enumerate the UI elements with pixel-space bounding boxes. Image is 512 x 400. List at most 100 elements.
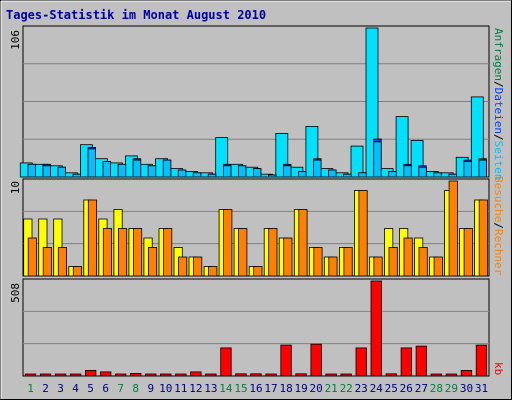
panel-visits-sites — [22, 178, 490, 277]
bar-rechner-day-25 — [388, 247, 398, 277]
x-tick-label: 5 — [87, 382, 94, 395]
bar-seiten-day-20 — [313, 159, 322, 178]
bar-anfragen-day-31 — [470, 96, 484, 178]
bar-seiten-day-4 — [72, 173, 81, 178]
bar-kb-day-2 — [39, 373, 52, 377]
x-tick-label: 27 — [415, 382, 428, 395]
bar-rechner-day-11 — [178, 256, 188, 277]
x-tick-label: 19 — [294, 382, 307, 395]
x-tick-label: 1 — [27, 382, 34, 395]
bar-seiten-day-13 — [207, 173, 217, 178]
bar-kb-day-25 — [385, 373, 397, 377]
bar-kb-day-18 — [280, 344, 292, 377]
bar-rechner-day-29 — [448, 180, 458, 277]
legend-dateien: Dateien — [492, 88, 505, 134]
bar-seiten-day-11 — [177, 169, 187, 178]
bar-kb-day-9 — [145, 373, 157, 377]
bar-rechner-day-5 — [87, 199, 98, 277]
bar-kb-day-15 — [235, 373, 247, 377]
x-tick-label: 7 — [117, 382, 124, 395]
x-axis-labels: 1 2 3 4 5 6 7 8 9 10 11 12 13 14 15 16 17 18 19 20 21 22 23 24 2… — [27, 382, 488, 395]
x-tick-label: 25 — [385, 382, 398, 395]
legend-anfragen: Anfragen — [492, 28, 505, 81]
bar-rechner-day-4 — [72, 266, 83, 277]
bar-seiten-day-18 — [283, 165, 292, 178]
bar-kb-day-10 — [160, 373, 172, 377]
bar-rechner-day-14 — [223, 209, 233, 277]
bar-seiten-day-17 — [268, 174, 277, 178]
bar-kb-day-3 — [54, 373, 67, 377]
legend-besuche: Besuche — [492, 176, 505, 222]
bar-kb-day-6 — [100, 371, 112, 377]
bar-seiten-day-16 — [252, 168, 262, 178]
bar-rechner-day-27 — [418, 247, 428, 277]
x-tick-label: 2 — [42, 382, 49, 395]
x-tick-label: 14 — [219, 382, 233, 395]
bar-anfragen-day-23 — [350, 145, 364, 178]
x-tick-label: 13 — [204, 382, 217, 395]
bar-rechner-day-28 — [433, 256, 443, 277]
bar-rechner-day-26 — [403, 237, 413, 277]
x-tick-label: 31 — [475, 382, 488, 395]
bar-kb-day-23 — [355, 347, 367, 377]
panel-hits-files-pages — [19, 25, 490, 178]
legend-top: Anfragen/Dateien/Seiten — [492, 28, 505, 180]
legend-kb: kb — [492, 362, 505, 375]
ymax-label-middle: 10 — [9, 181, 22, 194]
x-tick-label: 15 — [234, 382, 247, 395]
bar-kb-day-28 — [430, 373, 443, 377]
bar-kb-day-20 — [310, 343, 322, 377]
x-tick-label: 4 — [72, 382, 79, 395]
bar-seiten-day-1 — [27, 163, 36, 178]
bar-seiten-day-8 — [132, 159, 142, 178]
bar-seiten-day-10 — [162, 159, 172, 178]
bar-seiten-day-2 — [42, 165, 51, 178]
bar-kb-day-4 — [70, 373, 82, 377]
bar-rechner-day-20 — [313, 247, 323, 277]
legend-sep-1: / — [492, 81, 505, 88]
x-tick-label: 18 — [279, 382, 292, 395]
x-tick-label: 16 — [249, 382, 262, 395]
bar-kb-day-29 — [445, 373, 458, 377]
bar-seiten-day-14 — [222, 165, 232, 178]
bar-seiten-day-26 — [403, 165, 412, 178]
bar-kb-day-12 — [190, 371, 202, 377]
bar-seiten-day-31 — [478, 159, 487, 178]
bar-seiten-day-24 — [373, 141, 382, 178]
bar-rechner-day-13 — [208, 266, 218, 277]
bar-rechner-day-19 — [298, 209, 308, 277]
ymax-label-bottom: 508 — [9, 283, 22, 303]
x-tick-label: 8 — [132, 382, 139, 395]
bar-kb-day-14 — [220, 347, 232, 377]
bar-kb-day-26 — [400, 347, 413, 377]
bar-rechner-day-9 — [147, 247, 158, 277]
bar-rechner-day-23 — [358, 190, 368, 277]
bar-rechner-day-22 — [343, 247, 353, 277]
bar-seiten-day-6 — [102, 161, 111, 178]
bar-seiten-day-5 — [87, 148, 96, 178]
bar-kb-day-16 — [250, 373, 262, 377]
bar-rechner-day-6 — [102, 228, 113, 277]
bar-rechner-day-15 — [238, 228, 248, 277]
bar-seiten-day-3 — [57, 166, 66, 178]
x-tick-label: 12 — [189, 382, 202, 395]
x-tick-label: 9 — [147, 382, 154, 395]
bar-kb-day-13 — [205, 373, 217, 377]
bar-seiten-day-27 — [418, 166, 427, 178]
bar-kb-day-27 — [415, 345, 428, 377]
ymax-label-top: 106 — [9, 30, 22, 50]
bar-kb-day-7 — [115, 373, 127, 377]
bar-rechner-day-10 — [163, 228, 173, 277]
bar-seiten-day-21 — [328, 169, 337, 178]
bar-kb-day-31 — [475, 344, 488, 377]
bar-rechner-day-17 — [268, 228, 278, 277]
bar-anfragen-day-26 — [395, 116, 409, 178]
bar-seiten-day-12 — [192, 172, 202, 178]
bar-rechner-day-31 — [478, 199, 488, 277]
bar-kb-day-1 — [24, 373, 37, 377]
bar-rechner-day-8 — [132, 228, 143, 277]
bar-rechner-day-30 — [463, 228, 473, 277]
bar-kb-day-19 — [295, 373, 307, 377]
